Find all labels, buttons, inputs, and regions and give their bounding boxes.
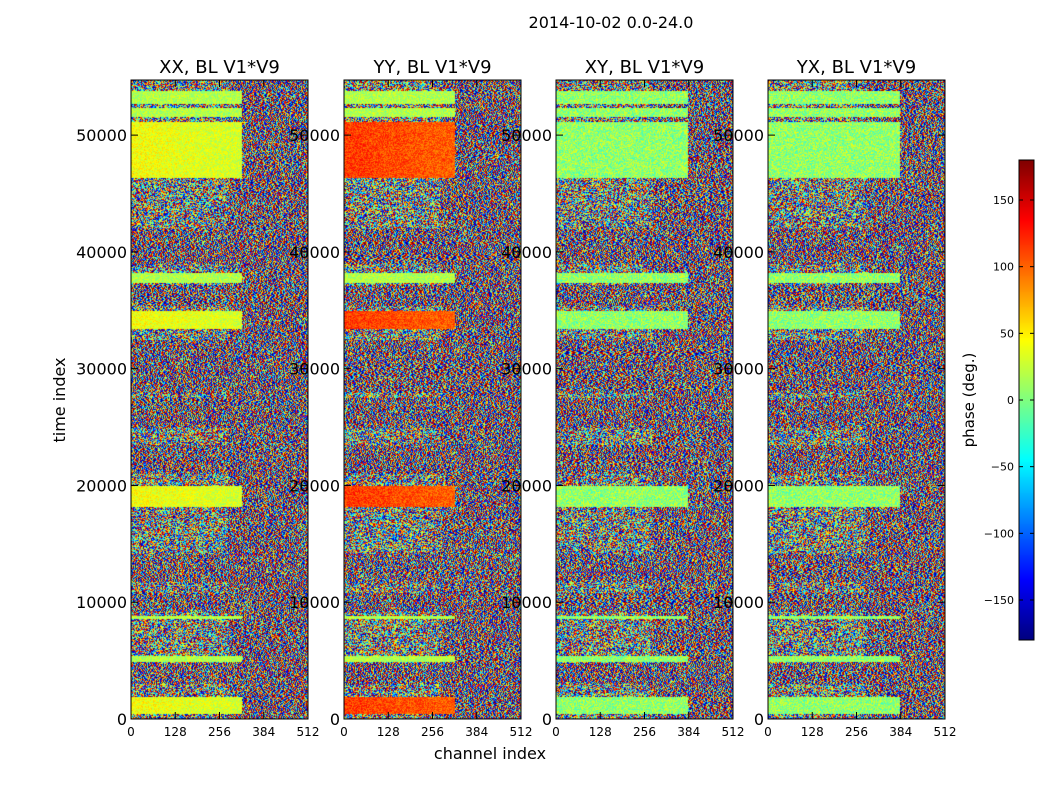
y-tick-label: 10000	[713, 593, 764, 612]
colorbar-tick-label: −100	[984, 527, 1014, 540]
x-tick-label: 128	[801, 725, 824, 739]
y-tick-label: 10000	[501, 593, 552, 612]
y-tick-label: 0	[117, 710, 127, 729]
panel-title: YY, BL V1*V9	[372, 57, 491, 78]
panel-title: XX, BL V1*V9	[159, 57, 280, 78]
y-tick-label: 30000	[501, 360, 552, 379]
y-tick-label: 40000	[289, 243, 340, 262]
y-tick-label: 30000	[713, 360, 764, 379]
phase-heatmap-yy	[344, 80, 521, 719]
x-tick-label: 384	[677, 725, 700, 739]
colorbar-gradient	[1019, 160, 1034, 640]
x-tick-label: 384	[465, 725, 488, 739]
y-tick-label: 40000	[713, 243, 764, 262]
x-tick-label: 384	[252, 725, 275, 739]
panel-title: YX, BL V1*V9	[796, 57, 916, 78]
panel-xy: XY, BL V1*V9 0 10000 20000 30000 40000 50000 0 1…	[501, 57, 744, 739]
x-tick-label: 256	[421, 725, 444, 739]
colorbar-tick-label: 0	[1007, 394, 1014, 407]
colorbar-tick-label: 100	[993, 261, 1014, 274]
y-tick-label: 50000	[76, 126, 127, 145]
x-tick-label: 0	[127, 725, 135, 739]
y-tick-label: 50000	[501, 126, 552, 145]
colorbar-tick-label: −150	[984, 594, 1014, 607]
x-tick-label: 512	[297, 725, 320, 739]
y-tick-label: 0	[330, 710, 340, 729]
y-tick-label: 40000	[76, 243, 127, 262]
y-tick-label: 0	[542, 710, 552, 729]
y-tick-label: 50000	[289, 126, 340, 145]
panel-yx: YX, BL V1*V9 0 10000 20000 30000 40000 50000 0 1…	[713, 57, 956, 739]
x-tick-label: 128	[164, 725, 187, 739]
y-tick-label: 0	[754, 710, 764, 729]
y-tick-label: 20000	[289, 476, 340, 495]
x-tick-label: 256	[208, 725, 231, 739]
panel-title: XY, BL V1*V9	[585, 57, 704, 78]
x-tick-label: 512	[934, 725, 957, 739]
panel-yy: YY, BL V1*V9 0 10000 20000 30000 40000 50000 0 1…	[289, 57, 532, 739]
x-tick-label: 256	[633, 725, 656, 739]
colorbar-tick-label: 50	[1000, 327, 1014, 340]
figure-title: 2014-10-02 0.0-24.0	[529, 13, 694, 32]
x-tick-label: 0	[764, 725, 772, 739]
y-tick-label: 20000	[76, 476, 127, 495]
y-tick-label: 20000	[501, 476, 552, 495]
y-axis-label: time index	[50, 357, 69, 442]
y-tick-label: 30000	[76, 360, 127, 379]
colorbar-tick-label: −50	[991, 461, 1014, 474]
colorbar: −150 −100 −50 0 50 100 150	[984, 159, 1035, 641]
panels-group: XX, BL V1*V9 0 10000 20000 30000 40000 50000 0 1…	[76, 57, 956, 739]
phase-heatmap-yx	[768, 80, 945, 719]
x-tick-label: 256	[845, 725, 868, 739]
y-tick-label: 50000	[713, 126, 764, 145]
y-tick-label: 10000	[289, 593, 340, 612]
panel-xx: XX, BL V1*V9 0 10000 20000 30000 40000 50000 0 1…	[76, 57, 319, 739]
x-axis-label: channel index	[434, 744, 546, 763]
colorbar-tick-label: 150	[993, 194, 1014, 207]
y-tick-label: 20000	[713, 476, 764, 495]
x-tick-label: 0	[340, 725, 348, 739]
phase-heatmap-xy	[556, 80, 733, 719]
x-tick-label: 0	[552, 725, 560, 739]
x-tick-label: 512	[510, 725, 533, 739]
x-tick-label: 128	[377, 725, 400, 739]
phase-heatmap-xx	[131, 80, 308, 719]
x-tick-label: 128	[589, 725, 612, 739]
x-tick-label: 384	[889, 725, 912, 739]
y-tick-label: 40000	[501, 243, 552, 262]
x-tick-label: 512	[722, 725, 745, 739]
y-tick-label: 30000	[289, 360, 340, 379]
colorbar-label: phase (deg.)	[960, 353, 978, 448]
y-tick-label: 10000	[76, 593, 127, 612]
